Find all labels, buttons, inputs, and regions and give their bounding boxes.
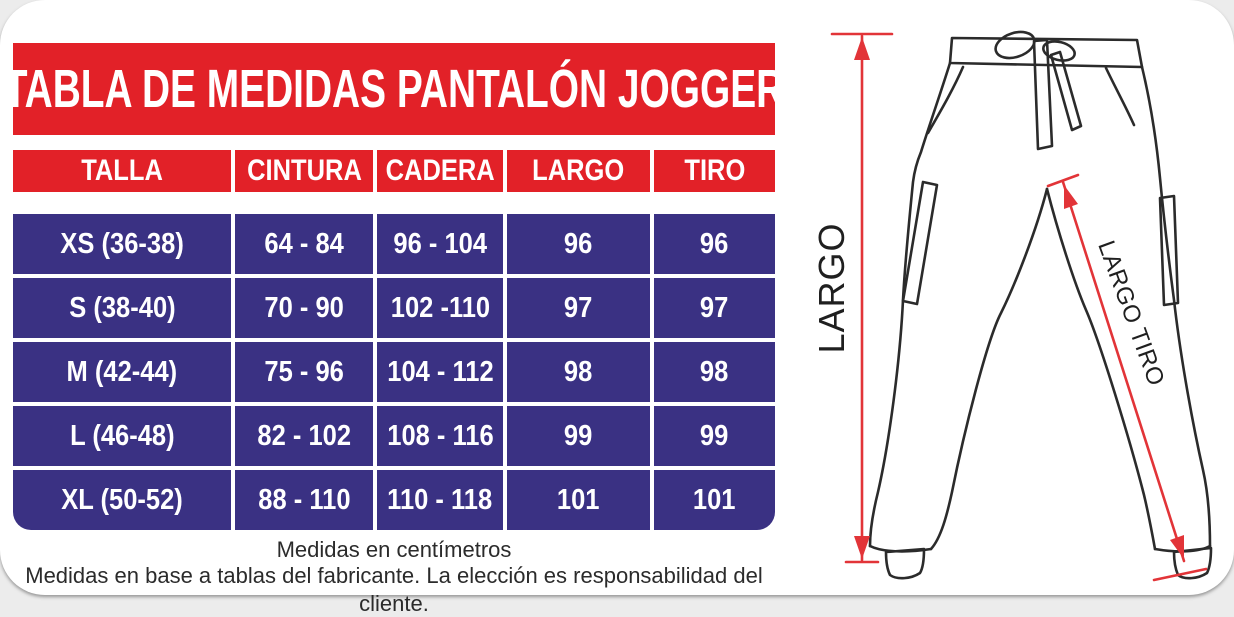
cell-value: 97 [700, 291, 729, 324]
units-note: Medidas en centímetros [276, 537, 512, 562]
cell-value: 104 - 112 [386, 355, 494, 388]
cell-value: M (42-44) [66, 355, 178, 388]
cell-value: 99 [564, 419, 593, 452]
cell-cadera: 102 -110 [377, 278, 503, 338]
cell-talla: M (42-44) [13, 342, 231, 402]
cell-value: 64 - 84 [264, 227, 344, 260]
cell-value: 70 - 90 [264, 291, 344, 324]
cell-value: 99 [700, 419, 729, 452]
cell-value: 98 [564, 355, 593, 388]
cell-cintura: 82 - 102 [235, 406, 373, 466]
footnotes: Medidas en centímetros Medidas en base a… [13, 537, 775, 617]
cell-cadera: 104 - 112 [377, 342, 503, 402]
cell-value: 96 - 104 [393, 227, 487, 260]
cell-value: 101 [693, 483, 736, 516]
cell-value: 96 [564, 227, 593, 260]
col-header-cadera: CADERA [377, 150, 503, 192]
cell-tiro: 101 [654, 470, 775, 530]
size-table-section: TABLA DE MEDIDAS PANTALÓN JOGGER TALLA C… [4, 43, 784, 617]
cell-largo: 97 [507, 278, 650, 338]
cell-cadera: 96 - 104 [377, 214, 503, 274]
col-header-label: LARGO [532, 154, 625, 187]
cell-value: XL (50-52) [61, 483, 183, 516]
cell-value: 88 - 110 [257, 483, 351, 516]
col-header-talla: TALLA [13, 150, 231, 192]
size-table: TALLA CINTURA CADERA LARGO TIRO XS (36-3… [13, 150, 775, 530]
cell-value: 96 [700, 227, 729, 260]
cell-value: 101 [557, 483, 600, 516]
cell-value: XS (36-38) [60, 227, 184, 260]
col-header-label: CINTURA [246, 154, 362, 187]
largo-arrow [830, 32, 894, 564]
cell-tiro: 97 [654, 278, 775, 338]
col-header-label: TIRO [684, 154, 745, 187]
cell-cadera: 110 - 118 [377, 470, 503, 530]
title-banner: TABLA DE MEDIDAS PANTALÓN JOGGER [4, 43, 784, 135]
col-header-label: CADERA [385, 154, 495, 187]
cell-cadera: 108 - 116 [377, 406, 503, 466]
cell-largo: 98 [507, 342, 650, 402]
cell-value: 75 - 96 [264, 355, 344, 388]
cell-value: 98 [700, 355, 729, 388]
cell-talla: XL (50-52) [13, 470, 231, 530]
cell-largo: 96 [507, 214, 650, 274]
cell-cintura: 64 - 84 [235, 214, 373, 274]
cell-talla: XS (36-38) [13, 214, 231, 274]
cell-value: S (38-40) [68, 291, 176, 324]
cell-cintura: 88 - 110 [235, 470, 373, 530]
disclaimer-note: Medidas en base a tablas del fabricante.… [25, 563, 763, 616]
cell-talla: S (38-40) [13, 278, 231, 338]
cell-largo: 99 [507, 406, 650, 466]
cell-value: 108 - 116 [386, 419, 494, 452]
cell-cintura: 70 - 90 [235, 278, 373, 338]
col-header-tiro: TIRO [654, 150, 775, 192]
largo-label: LARGO [811, 222, 852, 353]
pants-outline [868, 30, 1213, 580]
cell-value: 110 - 118 [387, 483, 493, 516]
cell-value: 102 -110 [390, 291, 490, 324]
cell-tiro: 96 [654, 214, 775, 274]
largo-tiro-arrow [1046, 173, 1208, 582]
col-header-label: TALLA [81, 154, 163, 187]
col-header-largo: LARGO [507, 150, 650, 192]
cell-cintura: 75 - 96 [235, 342, 373, 402]
cell-tiro: 99 [654, 406, 775, 466]
cell-value: 97 [564, 291, 593, 324]
cell-tiro: 98 [654, 342, 775, 402]
cell-largo: 101 [507, 470, 650, 530]
col-header-cintura: CINTURA [235, 150, 373, 192]
page-title: TABLA DE MEDIDAS PANTALÓN JOGGER [3, 59, 785, 119]
cell-value: L (46-48) [69, 419, 175, 452]
pants-diagram-section: LARGO LARGO TIRO [800, 0, 1234, 598]
cell-talla: L (46-48) [13, 406, 231, 466]
pants-diagram: LARGO LARGO TIRO [811, 30, 1213, 582]
cell-value: 82 - 102 [257, 419, 351, 452]
